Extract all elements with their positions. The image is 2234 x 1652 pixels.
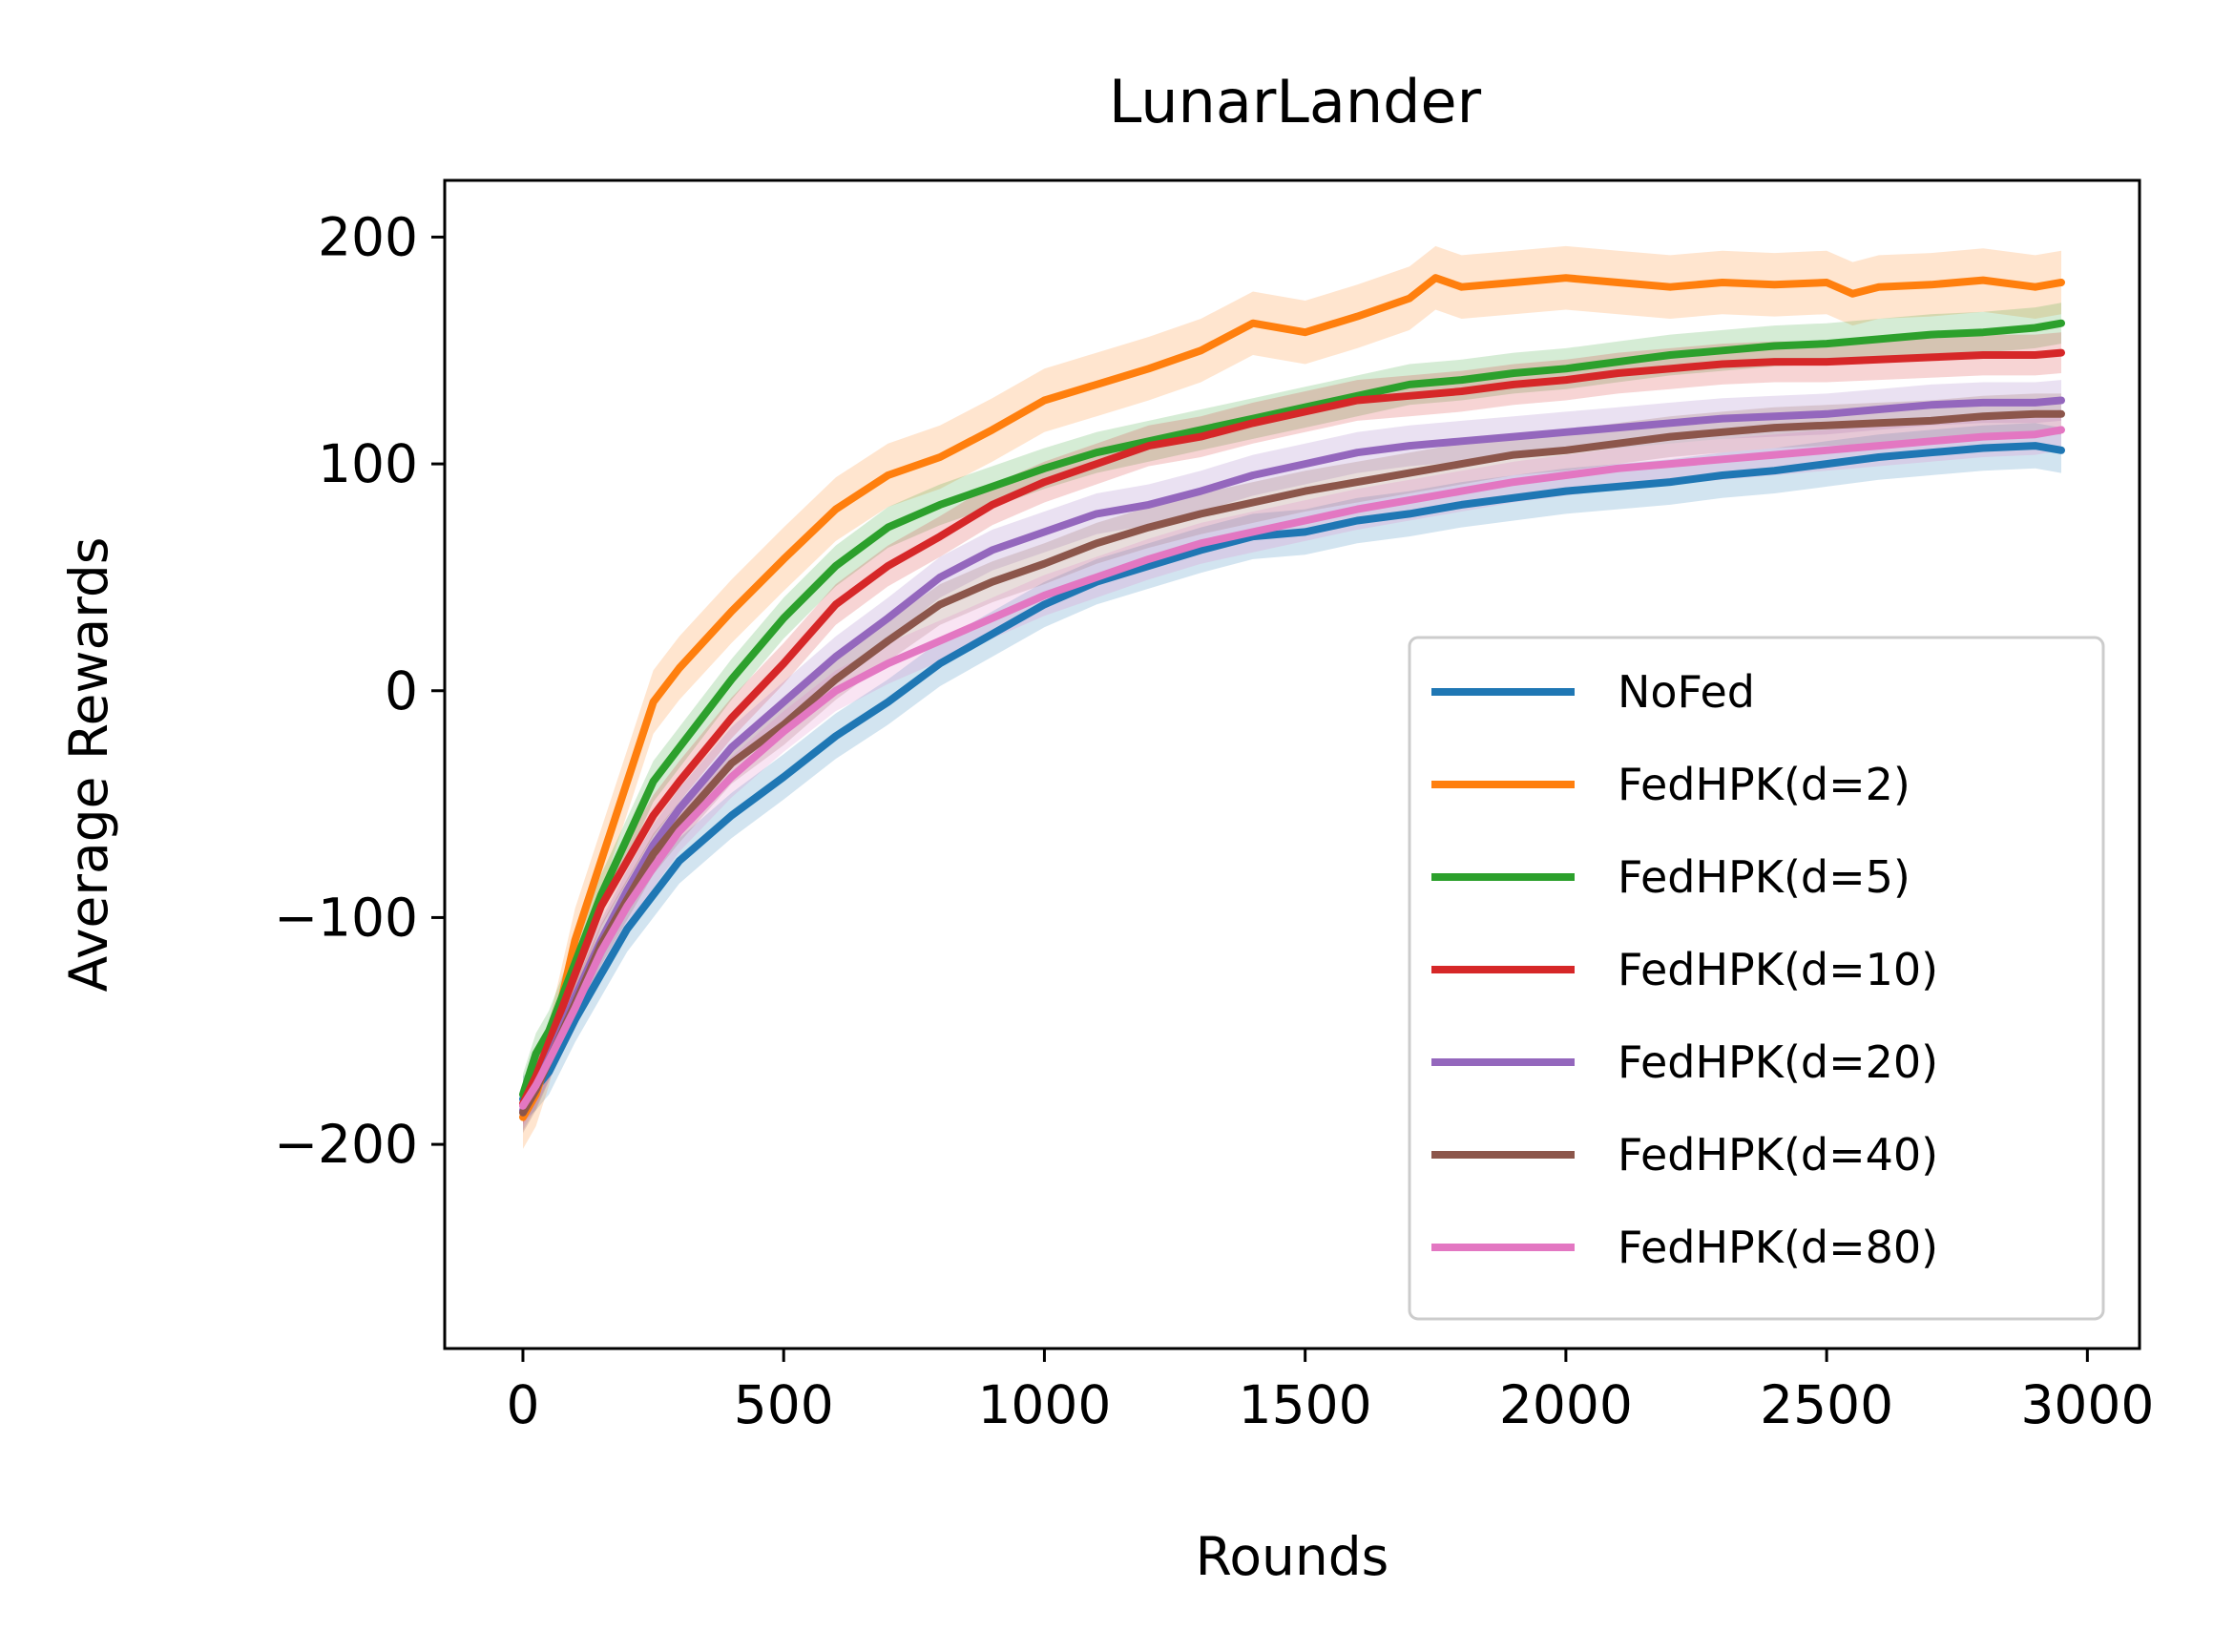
x-tick-label: 1000 — [977, 1374, 1111, 1435]
y-tick-label: 100 — [318, 433, 418, 494]
series-line-nofed — [519, 442, 2065, 1103]
x-tick-label: 0 — [506, 1374, 539, 1435]
x-tick-label: 500 — [734, 1374, 834, 1435]
series-lines — [519, 274, 2065, 1121]
legend-label: FedHPK(d=20) — [1618, 1036, 1938, 1088]
x-axis-label: Rounds — [1196, 1526, 1389, 1587]
y-tick-label: −100 — [274, 887, 418, 948]
series-line-fedhpk-d-10- — [519, 348, 2065, 1108]
plot-frame — [443, 178, 2141, 1350]
legend-label: NoFed — [1618, 666, 1755, 718]
x-tick-label: 1500 — [1239, 1374, 1372, 1435]
chart-title: LunarLander — [1109, 67, 1482, 136]
y-axis-ticks: −200 −100 0 100 200 — [274, 206, 445, 1175]
y-tick-label: −200 — [274, 1114, 418, 1175]
x-tick-label: 2000 — [1499, 1374, 1633, 1435]
series-line-fedhpk-d-40- — [519, 409, 2065, 1117]
y-axis-label: Average Rewards — [58, 537, 119, 993]
y-tick-label: 200 — [318, 206, 418, 267]
x-axis-ticks: 0 500 1000 1500 2000 2500 3000 — [506, 1349, 2154, 1435]
series-line-fedhpk-d-2- — [519, 274, 2065, 1121]
legend-label: FedHPK(d=10) — [1618, 944, 1938, 995]
series-line-fedhpk-d-80- — [519, 426, 2065, 1110]
legend-box — [1408, 636, 2105, 1321]
legend-label: FedHPK(d=2) — [1618, 759, 1910, 810]
legend-label: FedHPK(d=40) — [1618, 1129, 1938, 1181]
x-tick-label: 3000 — [2020, 1374, 2154, 1435]
series-line-fedhpk-d-5- — [519, 319, 2065, 1098]
y-tick-label: 0 — [385, 660, 418, 721]
band-fedhpk-d-5- — [523, 303, 2061, 1116]
x-tick-label: 2500 — [1760, 1374, 1893, 1435]
series-line-fedhpk-d-20- — [519, 396, 2065, 1115]
legend-label: FedHPK(d=5) — [1618, 851, 1910, 903]
legend-label: FedHPK(d=80) — [1618, 1222, 1938, 1273]
legend: NoFed FedHPK(d=2) FedHPK(d=5) FedHPK(d=10) F… — [1408, 636, 2105, 1321]
